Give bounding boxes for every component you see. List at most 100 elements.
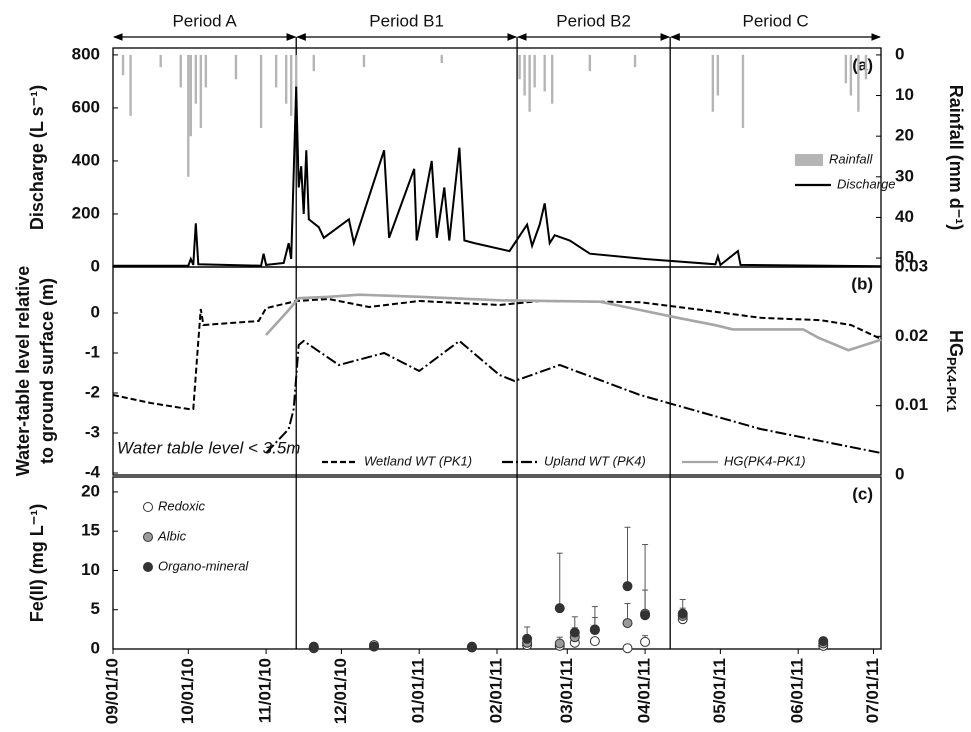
point (308, 641, 319, 652)
y2-tick-label: 10 (895, 85, 914, 104)
series-line (112, 297, 882, 410)
rainfall-bar (440, 54, 443, 64)
legend-swatch (143, 532, 153, 542)
y-tick-label: 20 (81, 481, 100, 500)
y-axis-title: Discharge (L s⁻¹) (27, 85, 47, 230)
panel-label: (a) (852, 55, 873, 74)
point (569, 627, 580, 638)
rainfall-bar (864, 54, 868, 80)
rainfall-bar (312, 54, 315, 72)
x-tick-label: 07/01/11 (863, 658, 882, 723)
y-tick-label: 200 (72, 203, 100, 222)
y2-axis-title: HGPK4-PK1 (944, 330, 967, 412)
rainfall-bar (551, 54, 554, 104)
y-tick-label: 0 (91, 256, 100, 275)
series-line (265, 339, 882, 454)
rainfall-bar (159, 54, 162, 68)
legend-label: Redoxic (158, 498, 205, 513)
y-tick-label: -1 (85, 342, 100, 361)
y-tick-label: 800 (72, 44, 100, 63)
rainfall-bar (274, 54, 278, 88)
rainfall-bar (234, 54, 238, 80)
point (369, 641, 380, 652)
rainfall-bar (857, 54, 860, 112)
legend-label: Rainfall (829, 151, 873, 166)
x-tick-label: 03/01/11 (557, 658, 576, 723)
x-tick-label: 06/01/11 (788, 658, 807, 723)
panel-frame (112, 47, 882, 268)
rainfall-bar (129, 54, 132, 116)
rainfall-bar (187, 54, 190, 177)
rainfall-bar (362, 54, 366, 68)
rainfall-bar (844, 54, 848, 84)
period-label: Period A (172, 11, 237, 30)
y2-axis-title-main: Rainfall (mm d⁻¹) (946, 85, 966, 231)
rainfall-bar (633, 54, 637, 68)
rainfall-bar (533, 54, 536, 88)
series-line (265, 293, 882, 352)
y2-tick-label: 0.03 (895, 256, 928, 275)
series-line (113, 86, 882, 268)
rainfall-bar (588, 54, 592, 72)
y2-tick-label: 40 (895, 207, 914, 226)
legend-swatch (143, 562, 153, 572)
rainfall-bar (121, 54, 125, 76)
panel-frame (112, 266, 882, 476)
point (522, 633, 533, 644)
x-tick-label: 12/01/10 (331, 658, 350, 724)
y-tick-label: -4 (85, 462, 101, 481)
legend-swatch (143, 502, 153, 512)
x-tick-label: 01/01/11 (409, 658, 428, 723)
rainfall-bar (528, 54, 531, 112)
rainfall-bar (518, 54, 521, 80)
rainfall-bar (259, 54, 263, 129)
rainfall-bar (189, 54, 193, 137)
rainfall-bar (204, 54, 208, 88)
rainfall-bar (543, 54, 546, 92)
y2-tick-label: 50 (895, 248, 914, 267)
x-tick-label: 05/01/11 (710, 658, 729, 723)
y2-axis-title-sub: PK4-PK1 (944, 357, 959, 412)
y-tick-label: 5 (91, 599, 100, 618)
point (554, 603, 565, 614)
y-tick-label: 400 (72, 150, 100, 169)
legend-swatch (795, 154, 823, 166)
y2-tick-label: 0.01 (895, 395, 928, 414)
x-tick-label: 11/01/10 (256, 658, 275, 723)
point (466, 642, 477, 653)
rainfall-bar (179, 54, 182, 88)
point (640, 636, 651, 647)
legend-label: Upland WT (PK4) (544, 453, 646, 468)
y-tick-label: 15 (81, 521, 100, 540)
point (622, 581, 633, 592)
y2-tick-label: 30 (895, 166, 914, 185)
legend-label: Discharge (837, 176, 896, 191)
y2-tick-label: 0 (895, 44, 904, 63)
y-tick-label: 0 (91, 638, 100, 657)
y2-tick-label: 20 (895, 126, 914, 145)
legend-label: Wetland WT (PK1) (364, 453, 472, 468)
period-label: Period B2 (556, 11, 631, 30)
point (622, 618, 633, 629)
point (589, 625, 600, 636)
legend-label: Organo-mineral (158, 558, 249, 573)
y2-tick-label: 0 (895, 464, 904, 483)
x-tick-label: 10/01/10 (178, 658, 197, 724)
rainfall-bar (711, 54, 715, 112)
rainfall-bar (199, 54, 203, 129)
point (589, 636, 600, 647)
period-label: Period B1 (369, 11, 444, 30)
rainfall-bar (716, 54, 720, 96)
point (622, 643, 633, 654)
rainfall-bar (289, 54, 293, 116)
legend-label: HG(PK4-PK1) (724, 453, 806, 468)
period-label: Period C (743, 11, 809, 30)
y-axis-title: Water-table level relative (13, 266, 33, 476)
y2-axis-title: Rainfall (mm d⁻¹) (946, 85, 966, 231)
annotation: Water table level < 3.5m (117, 438, 300, 457)
rainfall-bar (849, 54, 853, 96)
x-tick-label: 04/01/11 (635, 658, 654, 723)
y-tick-label: 0 (91, 302, 100, 321)
y-axis-title: Fe(II) (mg L⁻¹) (27, 504, 47, 622)
